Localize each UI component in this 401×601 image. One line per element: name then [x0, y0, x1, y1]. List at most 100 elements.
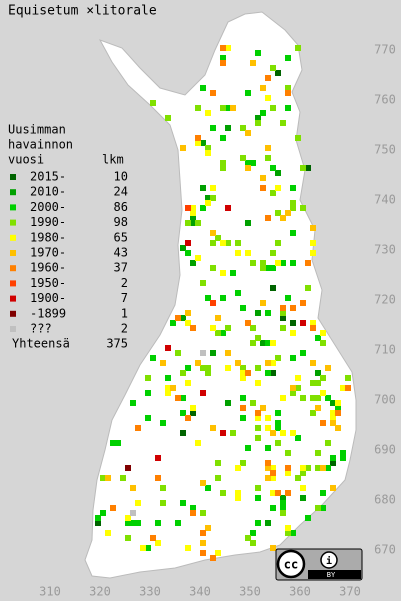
observation-square — [225, 400, 231, 406]
observation-square — [145, 375, 151, 381]
observation-square — [195, 105, 201, 111]
observation-square — [320, 490, 326, 496]
observation-square — [310, 320, 316, 326]
observation-square — [295, 475, 301, 481]
observation-square — [110, 505, 116, 511]
observation-square — [260, 110, 266, 116]
observation-square — [295, 45, 301, 51]
observation-square — [330, 420, 336, 426]
observation-square — [185, 205, 191, 211]
observation-square — [135, 425, 141, 431]
observation-square — [220, 160, 226, 166]
observation-square — [335, 425, 341, 431]
observation-square — [270, 250, 276, 256]
observation-square — [200, 280, 206, 286]
observation-square — [190, 505, 196, 511]
legend-swatch — [10, 219, 16, 226]
observation-square — [265, 520, 271, 526]
observation-square — [250, 340, 256, 346]
by-text: BY — [327, 571, 336, 579]
legend-count: 86 — [114, 200, 128, 214]
observation-square — [190, 215, 196, 221]
legend-total-label: Yhteensä — [12, 337, 70, 351]
legend-label: 2015- — [30, 170, 66, 184]
legend-swatch — [10, 280, 16, 287]
observation-square — [300, 470, 306, 476]
observation-square — [315, 380, 321, 386]
observation-square — [225, 350, 231, 356]
observation-square — [210, 195, 216, 201]
observation-square — [215, 235, 221, 241]
observation-square — [145, 390, 151, 396]
observation-square — [265, 95, 271, 101]
observation-square — [125, 465, 131, 471]
observation-square — [300, 495, 306, 501]
observation-square — [305, 260, 311, 266]
observation-square — [130, 400, 136, 406]
observation-square — [205, 145, 211, 151]
observation-square — [165, 345, 171, 351]
observation-square — [260, 175, 266, 181]
observation-square — [210, 350, 216, 356]
observation-square — [175, 315, 181, 321]
observation-square — [195, 360, 201, 366]
observation-square — [275, 170, 281, 176]
observation-square — [275, 210, 281, 216]
observation-square — [255, 120, 261, 126]
observation-square — [205, 295, 211, 301]
observation-square — [285, 450, 291, 456]
observation-square — [140, 545, 146, 551]
legend-count: 2 — [121, 276, 128, 290]
observation-square — [265, 475, 271, 481]
observation-square — [210, 125, 216, 131]
observation-square — [95, 515, 101, 521]
observation-square — [180, 500, 186, 506]
observation-square — [260, 405, 266, 411]
observation-square — [155, 455, 161, 461]
y-tick-label: 690 — [374, 443, 396, 457]
observation-square — [295, 385, 301, 391]
observation-square — [245, 320, 251, 326]
observation-square — [305, 465, 311, 471]
license-badge: cc i BY — [275, 548, 363, 581]
observation-square — [300, 165, 306, 171]
observation-square — [345, 385, 351, 391]
observation-square — [240, 125, 246, 131]
observation-square — [310, 240, 316, 246]
legend-count: 10 — [114, 170, 128, 184]
observation-square — [210, 240, 216, 246]
x-tick-label: 360 — [289, 585, 311, 599]
observation-square — [250, 530, 256, 536]
observation-square — [330, 455, 336, 461]
observation-square — [165, 390, 171, 396]
observation-square — [245, 130, 251, 136]
observation-square — [250, 400, 256, 406]
observation-square — [185, 415, 191, 421]
observation-square — [270, 360, 276, 366]
observation-square — [260, 260, 266, 266]
observation-square — [340, 385, 346, 391]
observation-square — [225, 45, 231, 51]
observation-square — [100, 475, 106, 481]
observation-square — [235, 250, 241, 256]
observation-square — [280, 215, 286, 221]
observation-square — [235, 495, 241, 501]
observation-square — [245, 165, 251, 171]
observation-square — [200, 185, 206, 191]
observation-square — [285, 90, 291, 96]
observation-square — [145, 545, 151, 551]
observation-square — [280, 430, 286, 436]
observation-square — [275, 70, 281, 76]
observation-square — [150, 355, 156, 361]
observation-square — [185, 310, 191, 316]
observation-square — [120, 475, 126, 481]
observation-square — [260, 340, 266, 346]
observation-square — [205, 365, 211, 371]
observation-square — [325, 465, 331, 471]
observation-square — [290, 430, 296, 436]
y-tick-label: 680 — [374, 493, 396, 507]
observation-square — [290, 355, 296, 361]
observation-square — [180, 370, 186, 376]
observation-square — [130, 485, 136, 491]
legend-swatch — [10, 250, 16, 256]
